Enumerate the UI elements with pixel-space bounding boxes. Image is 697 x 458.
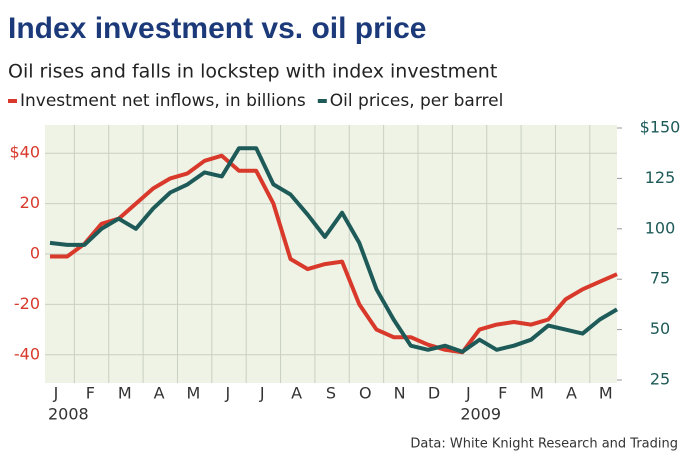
x-tick-label: J [259, 384, 265, 403]
y2-tick-label: 50 [650, 319, 670, 338]
y-tick-label: 20 [20, 193, 40, 212]
legend-label: Investment net inflows, in billions [20, 91, 306, 111]
x-tick-label: J [465, 384, 471, 403]
y2-tick-label: 75 [650, 269, 670, 288]
x-tick-label: N [394, 384, 406, 403]
year-label: 2008 [48, 405, 89, 424]
x-tick-label: S [326, 384, 336, 403]
x-tick-label: D [428, 384, 440, 403]
year-label: 2009 [460, 405, 501, 424]
series-line [49, 146, 619, 354]
chart-subtitle: Oil rises and falls in lockstep with ind… [8, 61, 497, 83]
x-tick-label: F [498, 384, 507, 403]
x-tick-label: M [118, 384, 132, 403]
x-tick-label: M [187, 384, 201, 403]
y-tick-label: $40 [9, 143, 40, 162]
y-tick-label: -20 [14, 294, 40, 313]
legend-label: Oil prices, per barrel [330, 91, 504, 111]
x-tick-label: M [530, 384, 544, 403]
x-tick-label: A [291, 384, 302, 403]
x-tick-label: F [86, 384, 95, 403]
y2-tick-label: $150 [640, 118, 681, 137]
source: Data: White Knight Research and Trading [410, 437, 678, 452]
x-tick-label: M [599, 384, 613, 403]
x-tick-label: O [359, 384, 372, 403]
x-tick-label: J [224, 384, 230, 403]
x-tick-label: A [154, 384, 165, 403]
y-tick-label: -40 [14, 344, 40, 363]
chart-title: Index investment vs. oil price [8, 12, 426, 45]
x-tick-label: J [53, 384, 59, 403]
y-tick-label: 0 [30, 244, 40, 263]
series-line [50, 153, 618, 355]
x-tick-label: A [566, 384, 577, 403]
y2-tick-label: 100 [645, 218, 676, 237]
y2-tick-label: 125 [645, 168, 676, 187]
y2-tick-label: 25 [650, 370, 670, 389]
